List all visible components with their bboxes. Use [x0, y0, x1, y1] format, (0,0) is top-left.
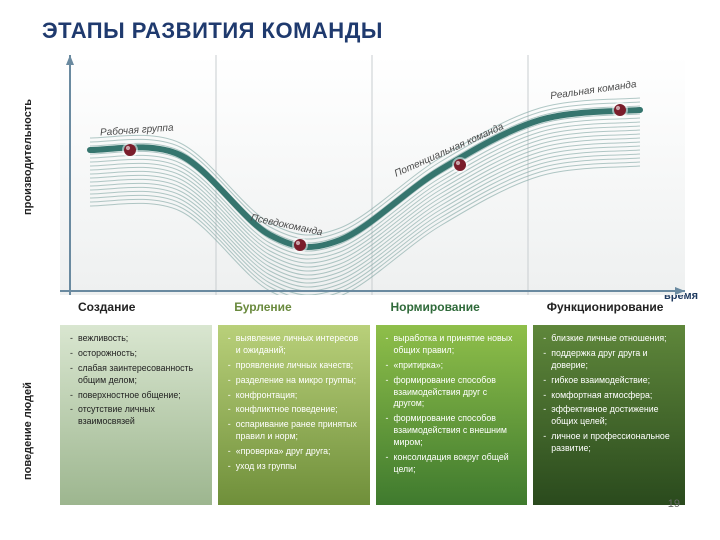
list-item: формирование способов взаимодействия с в… [386, 413, 520, 449]
stage-card: выявление личных интересов и ожиданий; пр… [218, 325, 370, 505]
list-item: консолидация вокруг общей цели; [386, 452, 520, 476]
list-item: слабая заинтересованность общим делом; [70, 363, 204, 387]
list-item: вежливость; [70, 333, 204, 345]
stage-label: Функционирование [529, 300, 685, 320]
list-item: осторожность; [70, 348, 204, 360]
stage-label: Нормирование [373, 300, 529, 320]
list-item: выявление личных интересов и ожиданий; [228, 333, 362, 357]
stage-card: выработка и принятие новых общих правил;… [376, 325, 528, 505]
slide: ЭТАПЫ РАЗВИТИЯ КОМАНДЫ производительност… [0, 0, 720, 540]
chart-area: Рабочая группаПсевдокомандаПотенциальная… [60, 55, 685, 295]
stage-label: Бурление [216, 300, 372, 320]
list-item: близкие личные отношения; [543, 333, 677, 345]
page-title: ЭТАПЫ РАЗВИТИЯ КОМАНДЫ [42, 18, 383, 44]
list-item: конфликтное поведение; [228, 404, 362, 416]
stage-label: Создание [60, 300, 216, 320]
list-item: гибкое взаимодействие; [543, 375, 677, 387]
list-item: формирование способов взаимодействия дру… [386, 375, 520, 411]
list-item: выработка и принятие новых общих правил; [386, 333, 520, 357]
list-item: личное и профессиональное развитие; [543, 431, 677, 455]
stage-card-list: близкие личные отношения; поддержка друг … [543, 333, 677, 455]
stage-labels-row: СозданиеБурлениеНормированиеФункциониров… [60, 300, 685, 320]
list-item: эффективное достижение общих целей; [543, 404, 677, 428]
stage-card: вежливость; осторожность; слабая заинтерес… [60, 325, 212, 505]
list-item: оспаривание ранее принятых правил и норм… [228, 419, 362, 443]
list-item: поверхностное общение; [70, 390, 204, 402]
list-item: комфортная атмосфера; [543, 390, 677, 402]
behavior-axis-label: поведение людей [22, 382, 34, 480]
page-number: 19 [668, 498, 680, 510]
stage-card-list: выявление личных интересов и ожиданий; пр… [228, 333, 362, 473]
y-axis-label: производительность [22, 99, 34, 215]
list-item: поддержка друг друга и доверие; [543, 348, 677, 372]
list-item: разделение на микро группы; [228, 375, 362, 387]
list-item: уход из группы [228, 461, 362, 473]
stage-card: близкие личные отношения; поддержка друг … [533, 325, 685, 505]
stage-cards-row: вежливость; осторожность; слабая заинтерес… [60, 325, 685, 505]
stage-card-list: выработка и принятие новых общих правил;… [386, 333, 520, 476]
list-item: «проверка» друг друга; [228, 446, 362, 458]
stage-card-list: вежливость; осторожность; слабая заинтерес… [70, 333, 204, 428]
list-item: отсутствие личных взаимосвязей [70, 404, 204, 428]
list-item: «притирка»; [386, 360, 520, 372]
list-item: конфронтация; [228, 390, 362, 402]
list-item: проявление личных качеств; [228, 360, 362, 372]
